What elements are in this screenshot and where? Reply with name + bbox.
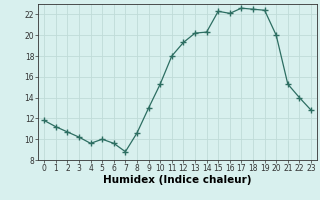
X-axis label: Humidex (Indice chaleur): Humidex (Indice chaleur) — [103, 175, 252, 185]
